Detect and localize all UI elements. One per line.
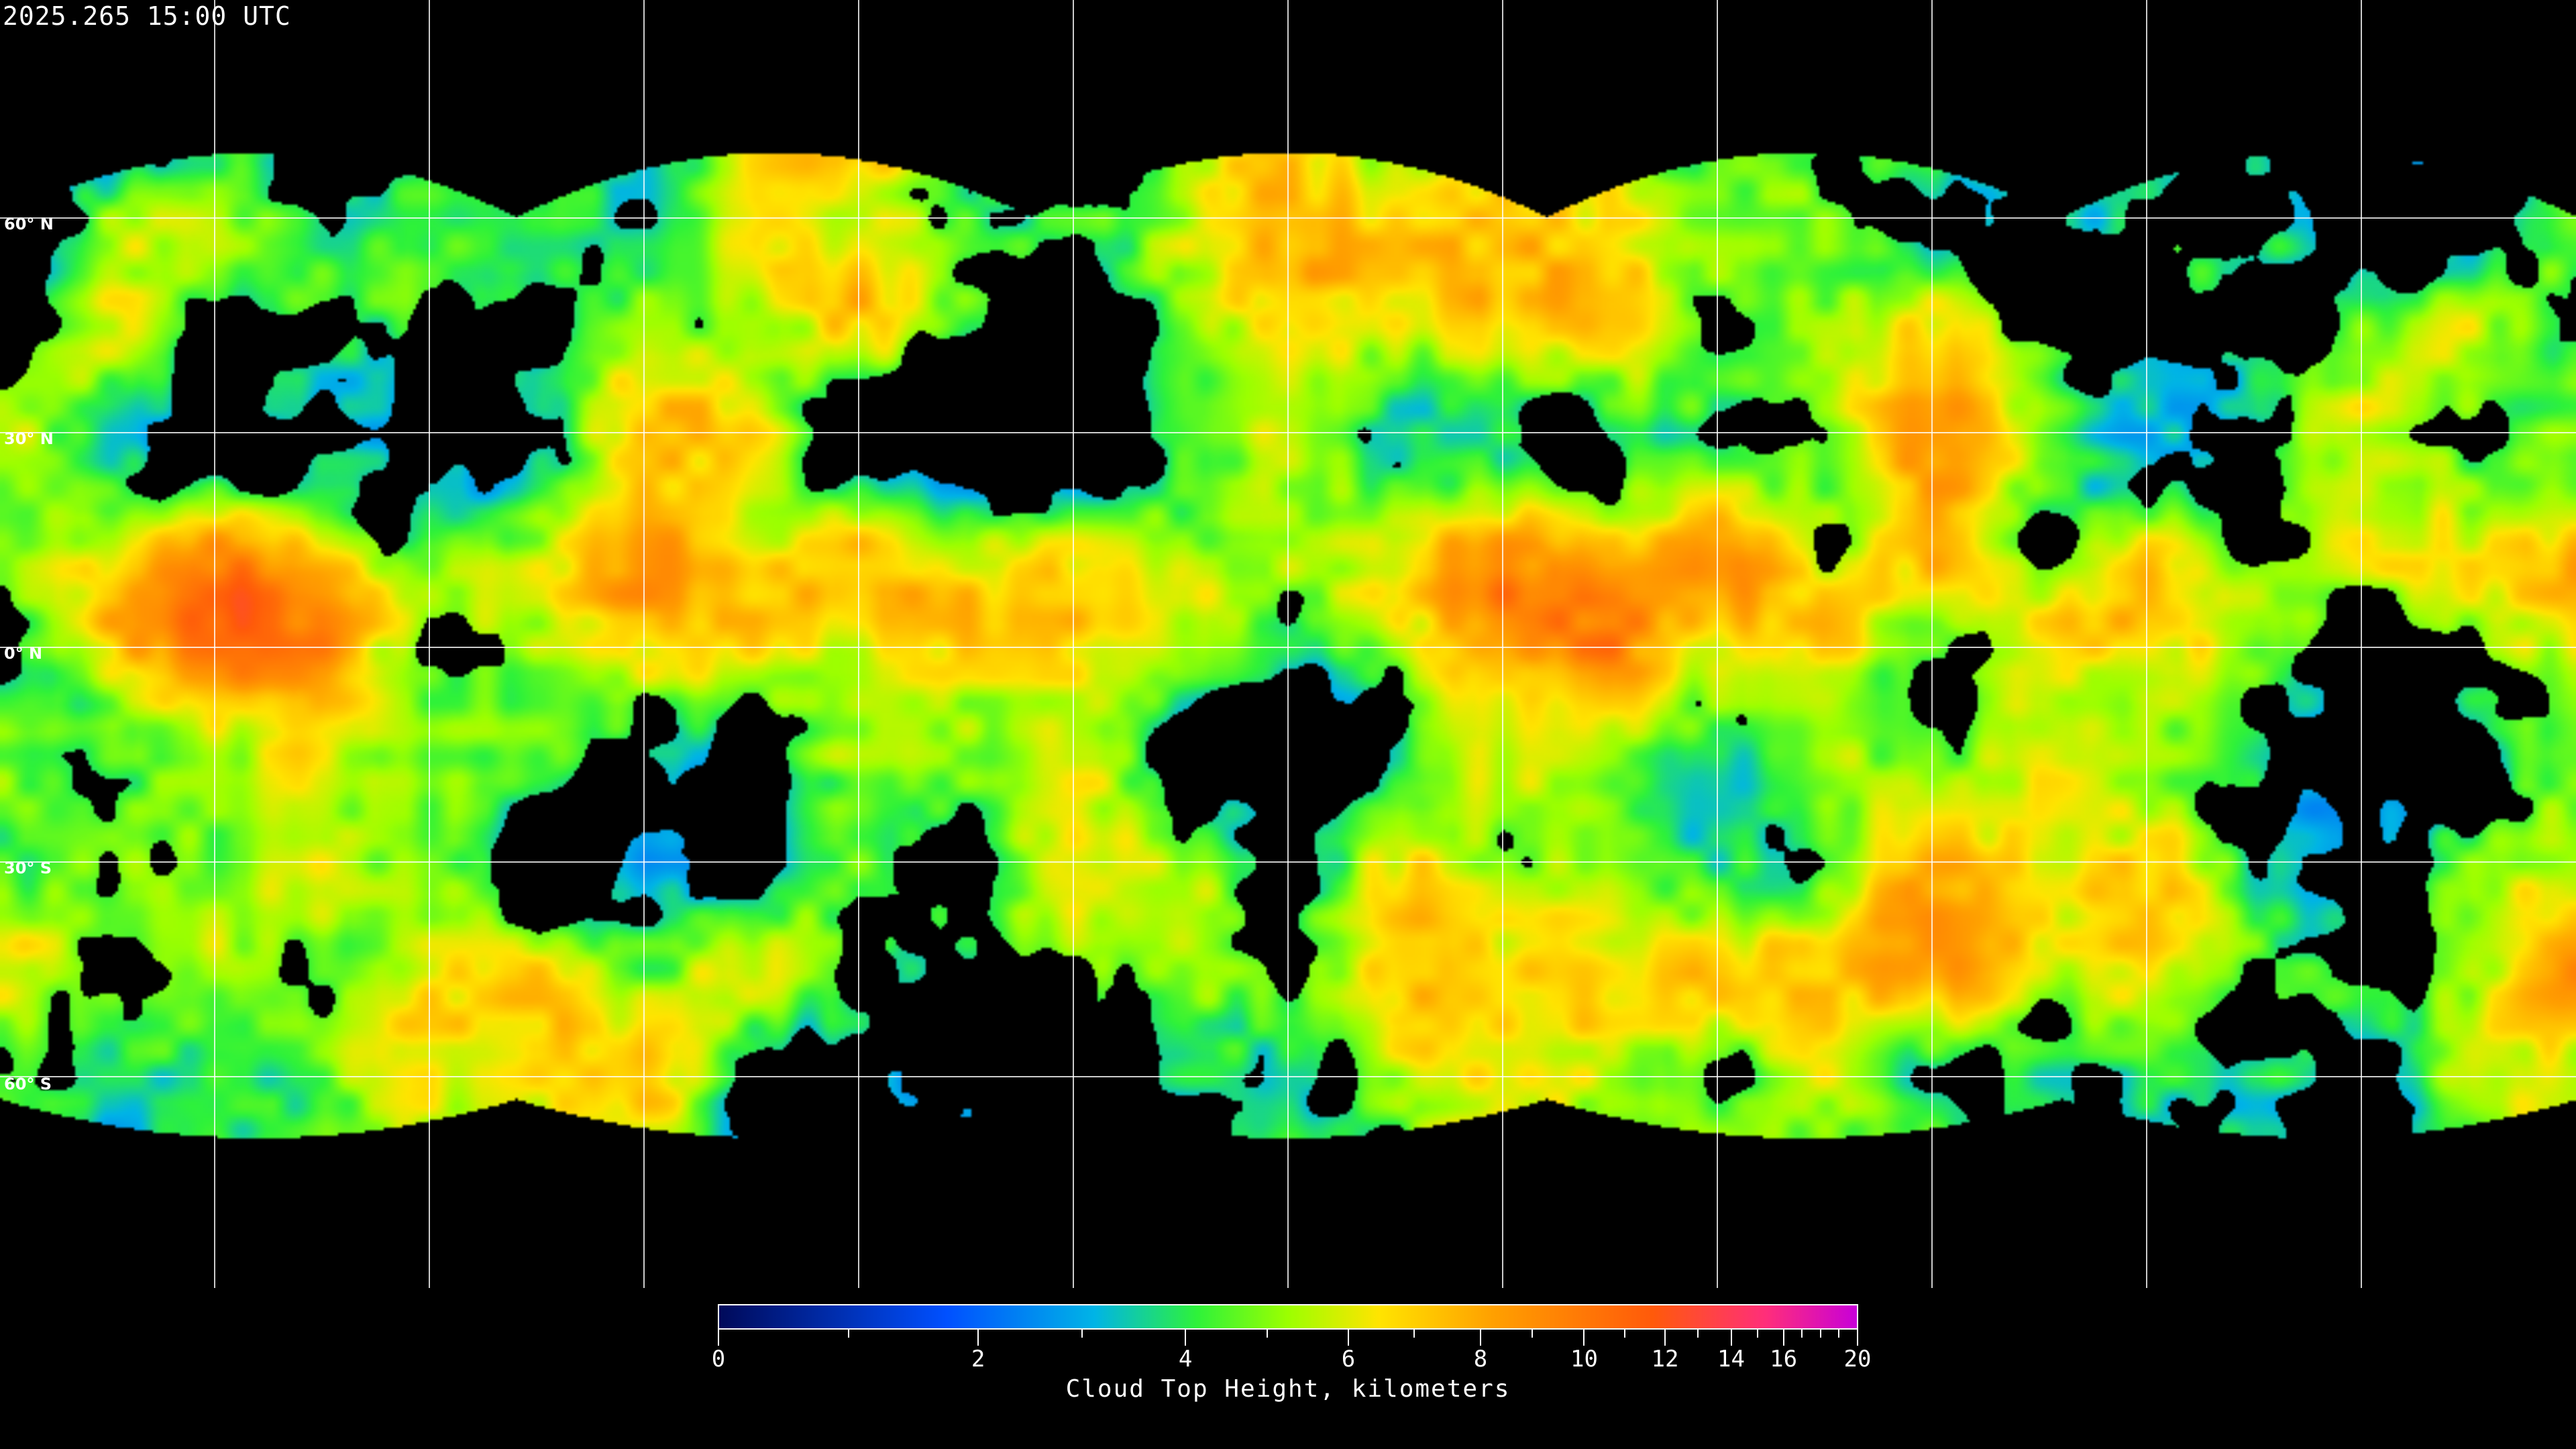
colorbar-tick-label: 0 xyxy=(711,1346,726,1373)
colorbar-minor-tick xyxy=(1081,1330,1083,1338)
colorbar-tick-label: 10 xyxy=(1570,1346,1598,1373)
colorbar-ticks: 0 2 4 6 8 10 12 14 16 20 xyxy=(712,1330,1871,1383)
colorbar-minor-tick xyxy=(1266,1330,1268,1338)
colorbar-major-tick xyxy=(977,1330,979,1346)
colorbar-minor-tick xyxy=(1532,1330,1534,1338)
colorbar-tick-label: 12 xyxy=(1651,1346,1679,1373)
colorbar-title: Cloud Top Height, kilometers xyxy=(1065,1375,1511,1403)
colorbar-major-tick xyxy=(1782,1330,1784,1346)
timestamp: 2025.265 15:00 UTC xyxy=(3,1,291,31)
colorbar-tick-label: 16 xyxy=(1770,1346,1798,1373)
colorbar-major-tick xyxy=(1857,1330,1858,1346)
colorbar-major-tick xyxy=(1185,1330,1187,1346)
colorbar-minor-tick xyxy=(1697,1330,1699,1338)
colorbar-tick-label: 8 xyxy=(1473,1346,1488,1373)
colorbar-minor-tick xyxy=(1838,1330,1840,1338)
colorbar-minor-tick xyxy=(1801,1330,1803,1338)
lat-label-0: 0° N xyxy=(4,644,43,663)
colorbar-tick-label: 14 xyxy=(1717,1346,1745,1373)
colorbar-major-tick xyxy=(1664,1330,1666,1346)
colorbar-tick-label: 4 xyxy=(1178,1346,1193,1373)
colorbar-tick-label: 2 xyxy=(971,1346,985,1373)
colorbar-major-tick xyxy=(1730,1330,1732,1346)
colorbar-major-tick xyxy=(1479,1330,1481,1346)
colorbar-major-tick xyxy=(718,1330,719,1346)
colorbar-minor-tick xyxy=(1819,1330,1821,1338)
colorbar-minor-tick xyxy=(1623,1330,1625,1338)
lat-lon-grid xyxy=(0,0,2576,1288)
lat-label-60s: 60° S xyxy=(4,1075,52,1093)
colorbar-minor-tick xyxy=(1756,1330,1758,1338)
colorbar-major-tick xyxy=(1347,1330,1349,1346)
colorbar-minor-tick xyxy=(847,1330,849,1338)
lat-label-60n: 60° N xyxy=(4,215,54,233)
colorbar-tick-label: 20 xyxy=(1843,1346,1872,1373)
colorbar-minor-tick xyxy=(1413,1330,1415,1338)
lat-label-30s: 30° S xyxy=(4,859,52,877)
colorbar-major-tick xyxy=(1583,1330,1585,1346)
cloud-top-height-map: 2025.265 15:00 UTC 60° N 30° N 0° N 30° … xyxy=(0,0,2576,1291)
colorbar-tick-label: 6 xyxy=(1341,1346,1356,1373)
colorbar xyxy=(718,1304,1858,1330)
lat-label-30n: 30° N xyxy=(4,429,54,448)
